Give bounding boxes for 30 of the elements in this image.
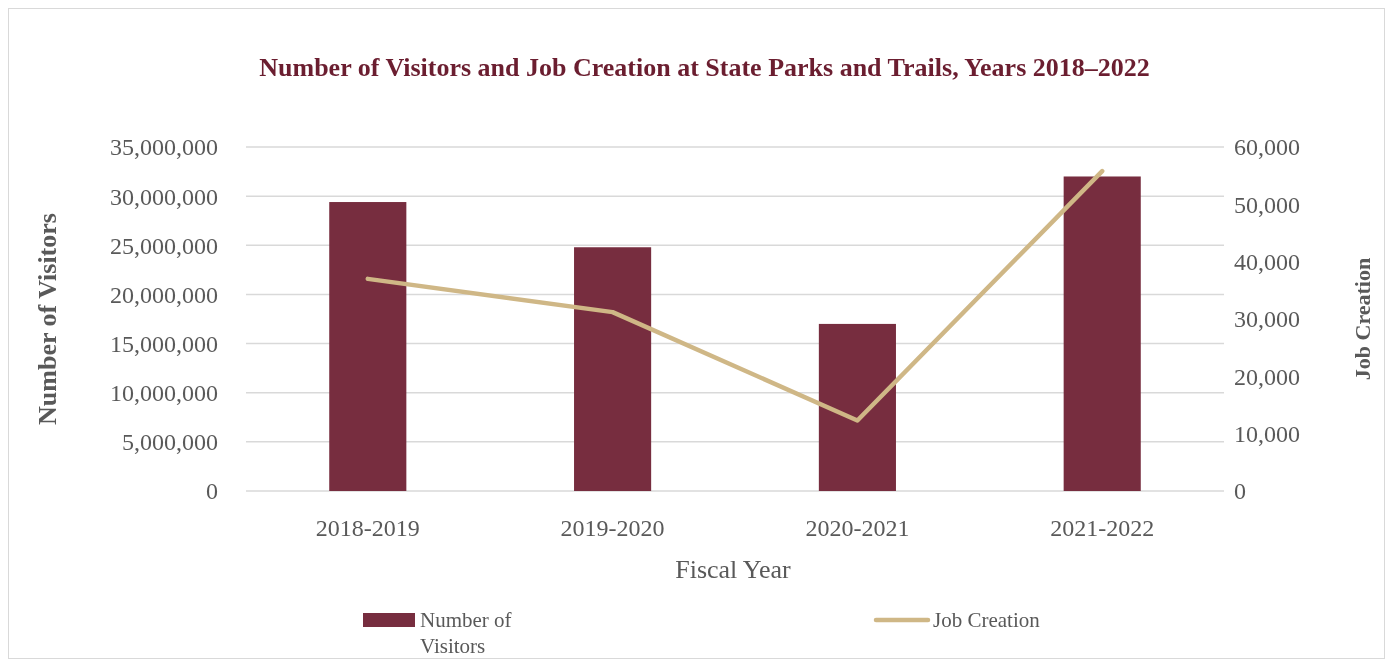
line-series [365, 168, 1105, 423]
y2-tick-label: 0 [1234, 478, 1246, 505]
y-tick-label: 25,000,000 [110, 232, 218, 259]
x-tick-label: 2019-2020 [560, 515, 665, 541]
y2-axis-title: Job Creation [1350, 257, 1375, 381]
y2-tick-label: 50,000 [1234, 191, 1300, 218]
y2-tick-label: 20,000 [1234, 363, 1300, 390]
bar [1063, 176, 1141, 491]
x-tick-label: 2020-2021 [805, 515, 910, 541]
y-tick-label: 30,000,000 [110, 183, 218, 210]
legend-label: Number of Visitors [420, 608, 512, 658]
x-tick-label: 2018-2019 [315, 515, 420, 541]
y-tick-label: 5,000,000 [122, 429, 218, 456]
chart-title: Number of Visitors and Job Creation at State Parks and Trails, Years 2018–2022 [259, 53, 1150, 82]
y2-tick-label: 60,000 [1234, 134, 1300, 161]
legend-label: Job Creation [933, 608, 1041, 633]
y-tick-label: 20,000,000 [110, 281, 218, 308]
x-axis-title: Fiscal Year [675, 555, 792, 584]
y-axis-title: Number of Visitors [33, 213, 62, 425]
y-tick-label: 0 [206, 478, 218, 505]
y-tick-label: 10,000,000 [110, 380, 218, 407]
y2-tick-label: 40,000 [1234, 249, 1300, 276]
y2-tick-label: 30,000 [1234, 306, 1300, 333]
x-tick-label: 2021-2022 [1050, 515, 1155, 541]
y-tick-label: 35,000,000 [110, 134, 218, 161]
y-tick-label: 15,000,000 [110, 330, 218, 357]
bar [574, 247, 652, 491]
y2-tick-label: 10,000 [1234, 421, 1300, 448]
bar [818, 323, 896, 491]
bar [329, 202, 407, 491]
